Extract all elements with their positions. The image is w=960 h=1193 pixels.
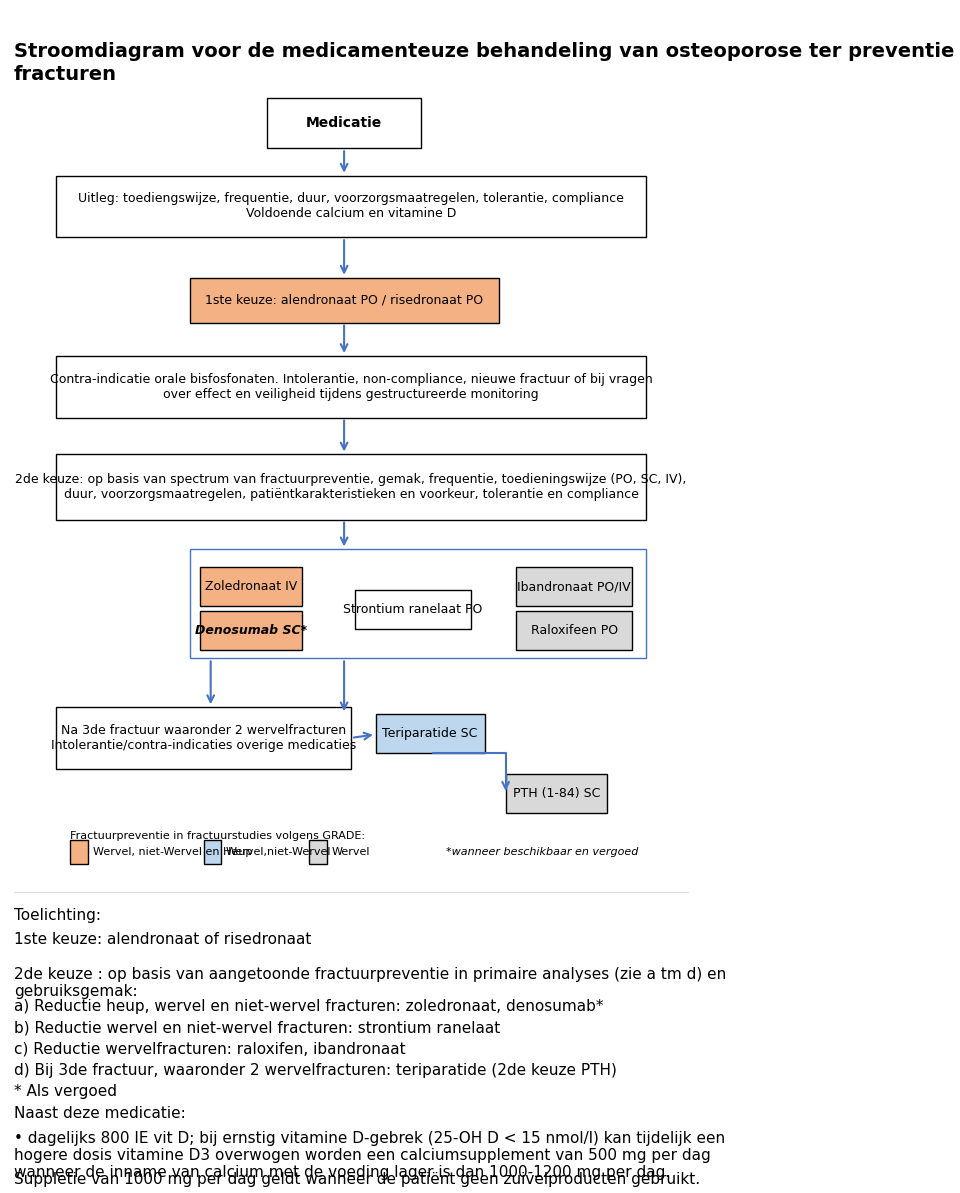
Text: Toelichting:: Toelichting: — [14, 908, 101, 922]
Text: Strontium ranelaat PO: Strontium ranelaat PO — [343, 602, 482, 616]
FancyBboxPatch shape — [267, 99, 421, 148]
FancyBboxPatch shape — [57, 455, 646, 520]
Text: *wanneer beschikbaar en vergoed: *wanneer beschikbaar en vergoed — [446, 847, 638, 857]
FancyBboxPatch shape — [200, 611, 302, 650]
Text: Fractuurpreventie in fractuurstudies volgens GRADE:: Fractuurpreventie in fractuurstudies vol… — [70, 832, 365, 841]
FancyBboxPatch shape — [190, 278, 498, 322]
Text: 1ste keuze: alendronaat of risedronaat: 1ste keuze: alendronaat of risedronaat — [14, 933, 311, 947]
Text: Medicatie: Medicatie — [306, 117, 382, 130]
FancyBboxPatch shape — [375, 715, 485, 753]
Text: Naast deze medicatie:: Naast deze medicatie: — [14, 1106, 186, 1120]
FancyBboxPatch shape — [200, 567, 302, 606]
Text: Wervel,niet-Wervel: Wervel,niet-Wervel — [227, 847, 331, 857]
Text: Raloxifeen PO: Raloxifeen PO — [531, 624, 617, 637]
FancyBboxPatch shape — [516, 611, 632, 650]
Text: 2de keuze: op basis van spectrum van fractuurpreventie, gemak, frequentie, toedi: 2de keuze: op basis van spectrum van fra… — [15, 472, 686, 501]
Text: 1ste keuze: alendronaat PO / risedronaat PO: 1ste keuze: alendronaat PO / risedronaat… — [205, 293, 483, 307]
Text: Ibandronaat PO/IV: Ibandronaat PO/IV — [517, 580, 631, 593]
FancyBboxPatch shape — [57, 356, 646, 418]
FancyBboxPatch shape — [506, 773, 608, 812]
FancyBboxPatch shape — [204, 840, 221, 864]
Text: c) Reductie wervelfracturen: raloxifen, ibandronaat: c) Reductie wervelfracturen: raloxifen, … — [14, 1041, 406, 1057]
Text: Wervel, niet-Wervel en Heup: Wervel, niet-Wervel en Heup — [93, 847, 252, 857]
Text: Teriparatide SC: Teriparatide SC — [382, 728, 478, 741]
Text: Wervel: Wervel — [331, 847, 370, 857]
Text: a) Reductie heup, wervel en niet-wervel fracturen: zoledronaat, denosumab*: a) Reductie heup, wervel en niet-wervel … — [14, 999, 604, 1014]
Text: Na 3de fractuur waaronder 2 wervelfracturen
Intolerantie/contra-indicaties overi: Na 3de fractuur waaronder 2 wervelfractu… — [51, 724, 356, 752]
Text: Denosumab SC*: Denosumab SC* — [195, 624, 307, 637]
Text: Zoledronaat IV: Zoledronaat IV — [204, 580, 298, 593]
Text: Stroomdiagram voor de medicamenteuze behandeling van osteoporose ter preventie v: Stroomdiagram voor de medicamenteuze beh… — [14, 42, 960, 61]
Text: b) Reductie wervel en niet-wervel fracturen: strontium ranelaat: b) Reductie wervel en niet-wervel fractu… — [14, 1020, 500, 1036]
Text: • dagelijks 800 IE vit D; bij ernstig vitamine D-gebrek (25-OH D < 15 nmol/l) ka: • dagelijks 800 IE vit D; bij ernstig vi… — [14, 1131, 725, 1180]
FancyBboxPatch shape — [70, 840, 87, 864]
Text: Contra-indicatie orale bisfosfonaten. Intolerantie, non-compliance, nieuwe fract: Contra-indicatie orale bisfosfonaten. In… — [50, 372, 653, 401]
Text: d) Bij 3de fractuur, waaronder 2 wervelfracturen: teriparatide (2de keuze PTH): d) Bij 3de fractuur, waaronder 2 wervelf… — [14, 1063, 617, 1078]
Text: Suppletie van 1000 mg per dag geldt wanneer de patiënt geen zuivelproducten gebr: Suppletie van 1000 mg per dag geldt wann… — [14, 1173, 700, 1187]
FancyBboxPatch shape — [57, 707, 351, 768]
Text: * Als vergoed: * Als vergoed — [14, 1084, 117, 1099]
FancyBboxPatch shape — [309, 840, 326, 864]
FancyBboxPatch shape — [354, 589, 470, 629]
Text: 2de keuze : op basis van aangetoonde fractuurpreventie in primaire analyses (zie: 2de keuze : op basis van aangetoonde fra… — [14, 966, 727, 1000]
FancyBboxPatch shape — [516, 567, 632, 606]
FancyBboxPatch shape — [57, 175, 646, 237]
Text: Uitleg: toediengswijze, frequentie, duur, voorzorgsmaatregelen, tolerantie, comp: Uitleg: toediengswijze, frequentie, duur… — [78, 192, 624, 221]
Text: PTH (1-84) SC: PTH (1-84) SC — [513, 786, 600, 799]
FancyBboxPatch shape — [190, 549, 646, 659]
Text: fracturen: fracturen — [14, 66, 117, 85]
